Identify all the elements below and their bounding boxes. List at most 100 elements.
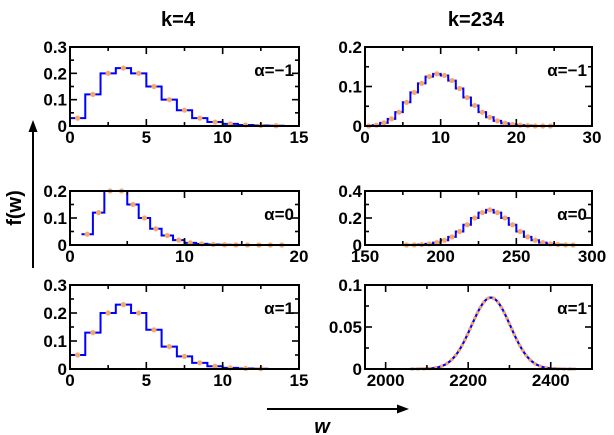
theory-point xyxy=(212,119,218,125)
left-column-title: k=4 xyxy=(161,9,196,31)
y-tick-label: 0.2 xyxy=(43,304,67,323)
x-tick-label: 20 xyxy=(507,128,526,147)
theory-point xyxy=(540,239,546,246)
theory-point xyxy=(388,116,395,122)
y-tick-label: 0 xyxy=(353,236,362,255)
y-axis-label-text: f(w) xyxy=(4,190,26,226)
alpha-annotation: α=0 xyxy=(557,205,587,224)
histogram-line xyxy=(402,208,577,246)
theory-point xyxy=(494,118,501,124)
panel-k234-alpha-0: 150 200 250 300 0 0.2 0.4 α=0 xyxy=(338,182,606,266)
x-axis-label: w xyxy=(267,404,409,435)
theory-point xyxy=(396,109,402,115)
y-tick-label: 0.2 xyxy=(43,64,67,83)
x-tick-label: 30 xyxy=(583,128,602,147)
y-tick-label: 0.1 xyxy=(43,91,67,110)
panel-k234-alpha-neg1: 0 10 20 30 0 0.1 0.2 α=−1 xyxy=(338,38,601,147)
theory-point xyxy=(434,71,440,77)
x-tick-label: 300 xyxy=(578,247,606,266)
theory-point xyxy=(166,344,172,350)
panel-k4-alpha-1: 0 5 10 15 0 0.1 0.2 0.3 α=1 xyxy=(43,276,308,390)
x-tick-label: 10 xyxy=(431,128,450,147)
x-tick-label: 10 xyxy=(213,371,232,390)
alpha-annotation: α=0 xyxy=(264,205,294,224)
theory-point xyxy=(120,302,127,308)
panel-k4-alpha-neg1: 0 5 10 15 0 0.1 0.2 0.3 α=−1 xyxy=(43,38,308,147)
theory-point xyxy=(181,353,188,359)
theory-point xyxy=(153,226,159,232)
y-tick-label: 0.3 xyxy=(43,38,67,57)
theory-point xyxy=(487,207,493,213)
theory-point xyxy=(136,310,142,316)
theory-point xyxy=(479,109,485,115)
theory-point xyxy=(90,91,96,97)
theory-point xyxy=(441,237,448,243)
panel-k4-alpha-0: 0 10 20 0 0.1 0.2 α=0 xyxy=(43,182,308,266)
y-tick-label: 0.3 xyxy=(43,276,67,295)
alpha-annotation: α=1 xyxy=(264,299,294,318)
theory-point xyxy=(441,72,448,79)
theory-point xyxy=(456,85,463,92)
theory-point xyxy=(472,215,478,221)
theory-point xyxy=(472,102,478,109)
x-tick-label: 10 xyxy=(213,128,232,147)
theory-point xyxy=(136,70,142,76)
theory-point xyxy=(479,210,485,216)
theory-point xyxy=(426,74,432,80)
theory-point xyxy=(197,360,203,366)
x-tick-label: 5 xyxy=(142,371,151,390)
x-tick-label: 0 xyxy=(65,128,74,147)
theory-point xyxy=(381,120,387,126)
theory-point xyxy=(404,99,410,105)
y-tick-label: 0.2 xyxy=(43,182,67,201)
theory-point xyxy=(502,120,508,126)
x-tick-label: 0 xyxy=(65,247,74,266)
x-axis-label-text: w xyxy=(314,416,331,435)
plot-frame xyxy=(69,46,300,127)
theory-point xyxy=(105,70,111,76)
theory-point xyxy=(90,330,96,336)
x-tick-label: 2200 xyxy=(449,371,487,390)
theory-point xyxy=(176,237,182,243)
y-tick-label: 0.4 xyxy=(338,182,362,201)
theory-point xyxy=(141,215,148,221)
theory-point xyxy=(494,210,501,216)
theory-point xyxy=(411,89,417,96)
theory-point xyxy=(419,80,425,86)
y-tick-label: 0.1 xyxy=(338,78,362,97)
x-tick-label: 20 xyxy=(290,247,309,266)
theory-curve xyxy=(410,295,576,371)
y-axis-label: f(w) xyxy=(4,120,38,268)
y-tick-label: 0.1 xyxy=(338,276,362,295)
y-tick-label: 0 xyxy=(58,236,67,255)
x-tick-label: 2400 xyxy=(532,371,570,390)
theory-point xyxy=(212,363,218,369)
y-tick-label: 0.1 xyxy=(43,332,67,351)
y-tick-label: 0 xyxy=(353,360,362,379)
theory-point xyxy=(151,327,157,333)
histogram-line xyxy=(410,296,576,371)
theory-point xyxy=(166,97,172,103)
theory-point xyxy=(75,352,81,358)
x-tick-label: 2000 xyxy=(367,371,405,390)
x-tick-label: 5 xyxy=(142,128,151,147)
alpha-annotation: α=−1 xyxy=(254,61,294,80)
theory-point xyxy=(464,222,470,228)
theory-point xyxy=(120,65,127,71)
theory-point xyxy=(456,228,463,235)
x-tick-label: 15 xyxy=(290,128,309,147)
x-tick-label: 0 xyxy=(360,128,369,147)
theory-point xyxy=(525,234,531,240)
theory-point xyxy=(449,77,455,84)
theory-point xyxy=(181,107,188,113)
theory-point xyxy=(75,115,81,121)
y-tick-label: 0.2 xyxy=(338,209,362,228)
theory-point xyxy=(164,232,170,239)
theory-point xyxy=(502,215,508,221)
right-column-title: k=234 xyxy=(448,9,505,31)
y-tick-label: 0 xyxy=(58,360,67,379)
y-tick-label: 0.1 xyxy=(43,209,67,228)
panel-k234-alpha-1: 2000 2200 2400 0 0.05 0.1 α=1 xyxy=(329,276,593,390)
x-tick-label: 150 xyxy=(351,247,379,266)
